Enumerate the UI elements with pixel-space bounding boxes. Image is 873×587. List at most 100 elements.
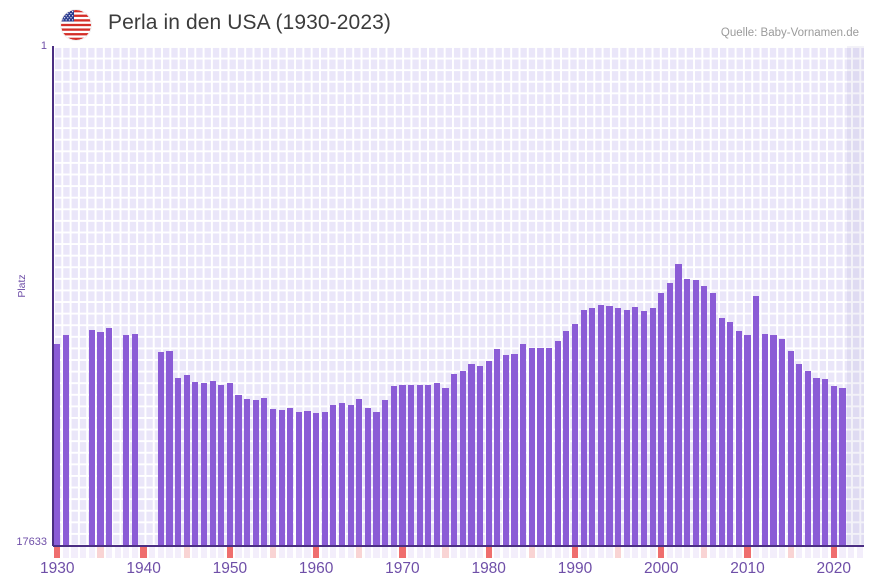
bar[interactable]: [304, 411, 311, 546]
bar[interactable]: [744, 335, 751, 546]
bar[interactable]: [269, 408, 277, 546]
bar[interactable]: [597, 305, 604, 546]
bar[interactable]: [287, 407, 294, 546]
bar[interactable]: [105, 328, 113, 546]
x-axis-tick: [511, 547, 518, 558]
bar[interactable]: [787, 350, 794, 546]
bar[interactable]: [295, 411, 302, 546]
bar[interactable]: [701, 285, 708, 546]
bar[interactable]: [839, 387, 846, 546]
bar[interactable]: [338, 403, 346, 546]
bar[interactable]: [183, 374, 190, 546]
bar[interactable]: [813, 377, 820, 546]
bar[interactable]: [157, 352, 164, 546]
bar[interactable]: [520, 343, 527, 546]
bar[interactable]: [822, 379, 829, 546]
bar[interactable]: [545, 347, 553, 546]
bar[interactable]: [218, 384, 225, 546]
bar[interactable]: [252, 400, 259, 546]
bar[interactable]: [97, 332, 104, 546]
bar[interactable]: [796, 363, 803, 546]
bar[interactable]: [278, 410, 285, 546]
bar[interactable]: [753, 295, 760, 546]
bar[interactable]: [459, 370, 466, 546]
bar[interactable]: [727, 322, 734, 546]
bar[interactable]: [718, 318, 725, 546]
bar[interactable]: [580, 309, 587, 546]
bar[interactable]: [494, 349, 501, 546]
x-axis-tick: [822, 547, 829, 558]
bar[interactable]: [88, 329, 95, 546]
bar[interactable]: [321, 411, 328, 546]
bar[interactable]: [606, 306, 613, 546]
bar[interactable]: [804, 370, 811, 546]
bar[interactable]: [511, 353, 518, 546]
bar[interactable]: [131, 333, 139, 546]
bar[interactable]: [261, 397, 268, 546]
bar[interactable]: [416, 384, 423, 546]
x-axis-tick: [261, 547, 268, 558]
bar[interactable]: [476, 366, 484, 546]
bar[interactable]: [407, 384, 415, 546]
x-axis-tick: [459, 547, 466, 558]
bar[interactable]: [166, 350, 173, 546]
bar[interactable]: [571, 323, 579, 546]
bar[interactable]: [675, 264, 682, 546]
bar[interactable]: [244, 399, 251, 546]
bar[interactable]: [830, 386, 837, 546]
bar[interactable]: [347, 404, 354, 546]
x-axis-tick: [709, 547, 717, 558]
bar[interactable]: [649, 308, 656, 546]
bar[interactable]: [735, 330, 742, 546]
bar[interactable]: [485, 360, 492, 546]
bar[interactable]: [692, 279, 699, 546]
bar[interactable]: [640, 311, 648, 546]
x-axis-tick: [735, 547, 742, 558]
bar[interactable]: [62, 335, 70, 546]
bar[interactable]: [399, 384, 406, 546]
bar[interactable]: [468, 363, 475, 546]
bar[interactable]: [235, 394, 242, 546]
bar[interactable]: [554, 340, 561, 546]
bar[interactable]: [123, 335, 130, 546]
bar[interactable]: [425, 384, 432, 546]
bar[interactable]: [390, 386, 397, 546]
y-axis-line: [52, 46, 54, 546]
bar[interactable]: [442, 387, 449, 546]
bar[interactable]: [770, 335, 777, 546]
bar[interactable]: [528, 347, 535, 546]
bar[interactable]: [313, 413, 320, 546]
y-axis-top-tick-label: 1: [40, 40, 47, 52]
bar[interactable]: [658, 292, 665, 546]
x-axis-tick: [753, 547, 760, 558]
x-axis-tick: [813, 547, 820, 558]
bar[interactable]: [623, 309, 630, 546]
bar[interactable]: [356, 399, 363, 546]
bar[interactable]: [330, 404, 337, 546]
bar[interactable]: [54, 343, 61, 546]
bar[interactable]: [761, 333, 768, 546]
bar[interactable]: [451, 373, 458, 546]
bar[interactable]: [209, 380, 216, 546]
bar[interactable]: [200, 383, 208, 546]
bar[interactable]: [615, 307, 622, 546]
bar[interactable]: [433, 382, 441, 546]
bar[interactable]: [563, 330, 570, 546]
bar[interactable]: [537, 347, 544, 546]
x-axis-tick-label: 1960: [298, 560, 334, 577]
bar[interactable]: [709, 292, 717, 546]
x-axis-tick: [382, 547, 389, 558]
bar[interactable]: [175, 377, 182, 546]
bar[interactable]: [192, 382, 199, 546]
bar[interactable]: [632, 306, 639, 546]
bar[interactable]: [382, 400, 389, 546]
bar[interactable]: [226, 383, 233, 546]
bar[interactable]: [364, 407, 371, 546]
bar[interactable]: [589, 308, 596, 546]
bar[interactable]: [684, 278, 691, 546]
bar[interactable]: [666, 282, 673, 546]
bar[interactable]: [373, 411, 380, 546]
bar[interactable]: [778, 339, 786, 546]
bar[interactable]: [502, 355, 510, 546]
